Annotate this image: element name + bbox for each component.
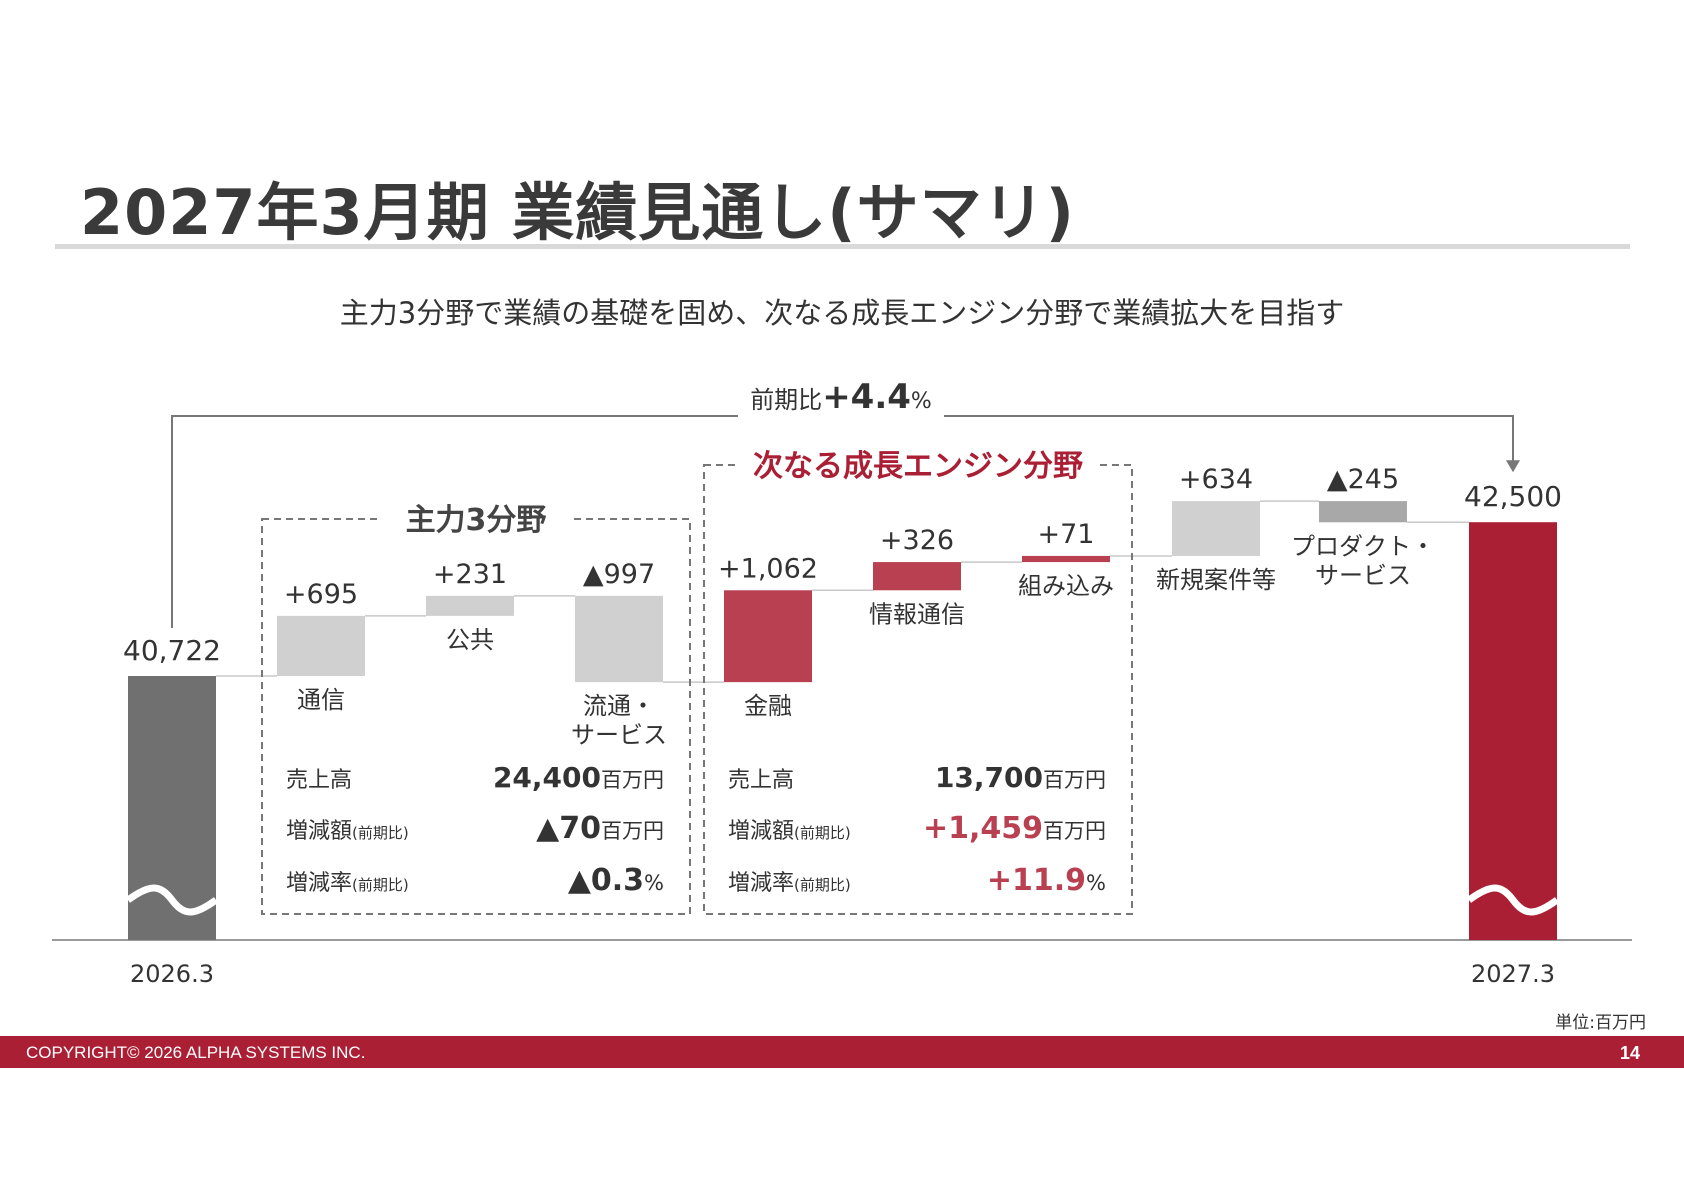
summary-row-label: 売上高: [286, 768, 352, 793]
summary-value: +1,459: [923, 811, 1043, 846]
group-title-mask: [738, 443, 1098, 487]
step-bar: [575, 595, 663, 683]
summary-value: 24,400: [493, 761, 601, 794]
footer-copyright: COPYRIGHT© 2026 ALPHA SYSTEMS INC.: [26, 1043, 366, 1062]
step-bar: [426, 595, 514, 616]
step-category-label: 組み込み: [1018, 572, 1114, 600]
summary-note: (前期比): [352, 824, 409, 842]
total-label-mask: [738, 376, 944, 424]
step-bar: [1172, 501, 1260, 556]
group-title-main3: 主力3分野: [406, 503, 547, 538]
start-period-label: 2026.3: [130, 960, 214, 988]
summary-note: (前期比): [352, 876, 409, 894]
step-bar: [1319, 501, 1407, 523]
step-category-label: プロダクト・サービス: [1291, 532, 1435, 589]
step-bar: [724, 590, 812, 683]
step-category-label: 情報通信: [869, 600, 965, 628]
group-box-main3: [261, 518, 691, 915]
step-value-label: +1,062: [718, 553, 818, 584]
step-value-label: ▲997: [583, 559, 655, 590]
summary-unit: 百万円: [601, 768, 664, 792]
page-number: 14: [1619, 1043, 1640, 1063]
total-bracket-arrowhead: [1506, 460, 1520, 473]
summary-value: ▲70: [536, 811, 601, 846]
summary-unit: 百万円: [601, 819, 664, 843]
end-value-label: 42,500: [1464, 480, 1562, 513]
summary-note: (前期比): [794, 824, 851, 842]
summary-unit: 百万円: [1043, 819, 1106, 843]
summary-value: +11.9: [987, 863, 1086, 898]
step-value-label: +71: [1038, 519, 1095, 550]
waterfall-chart: 40,722 2026.3 42,500 2027.3 +695 通信 +231 公共 ▲997…: [52, 376, 1632, 988]
step-value-label: +326: [880, 525, 954, 556]
start-value-label: 40,722: [123, 634, 221, 667]
summary-row-label: 売上高: [728, 768, 794, 793]
group-title-growth: 次なる成長エンジン分野: [753, 449, 1083, 484]
summary-unit: %: [644, 871, 664, 895]
step-category-label: 流通・サービス: [571, 692, 667, 749]
summary-row-label: 増減率(前期比): [286, 871, 409, 896]
summary-row-value: ▲0.3%: [568, 863, 664, 898]
summary-label: 増減額: [728, 819, 794, 844]
step-bar: [873, 562, 961, 591]
summary-row-label: 増減額(前期比): [286, 819, 409, 844]
summary-row-value: 24,400百万円: [493, 761, 664, 794]
summary-row-label: 増減額(前期比): [728, 819, 851, 844]
step-bar: [277, 615, 365, 676]
slide-subtitle: 主力3分野で業績の基礎を固め、次なる成長エンジン分野で業績拡大を目指す: [339, 296, 1345, 330]
summary-label: 増減率: [728, 871, 794, 896]
summary-note: (前期比): [794, 876, 851, 894]
total-change-prefix: 前期比: [750, 386, 822, 414]
step-bar: [1022, 555, 1110, 563]
step-category-label: 新規案件等: [1156, 566, 1276, 594]
summary-value: 13,700: [935, 761, 1043, 794]
summary-row-value: +11.9%: [987, 863, 1106, 898]
summary-label: 増減額: [286, 819, 352, 844]
group-box-growth: [703, 464, 1133, 915]
summary-unit: 百万円: [1043, 768, 1106, 792]
title-divider: [55, 244, 1630, 249]
step-value-label: +695: [284, 579, 358, 610]
end-period-label: 2027.3: [1471, 960, 1555, 988]
summary-value: ▲0.3: [568, 863, 644, 898]
group-title-mask: [378, 497, 574, 541]
summary-row-value: ▲70百万円: [536, 811, 664, 846]
end-bar: [1469, 522, 1557, 940]
footer-bar: [0, 1036, 1684, 1068]
end-bar-break: [1466, 884, 1560, 916]
summary-label: 売上高: [286, 768, 352, 793]
unit-note: 単位:百万円: [1555, 1013, 1646, 1033]
summary-label: 増減率: [286, 871, 352, 896]
summary-row-value: 13,700百万円: [935, 761, 1106, 794]
step-value-label: ▲245: [1327, 464, 1399, 495]
summary-label: 売上高: [728, 768, 794, 793]
step-value-label: +231: [433, 559, 507, 590]
total-change-value: +4.4: [822, 377, 911, 417]
step-category-label: 金融: [744, 692, 792, 720]
step-category-label: 通信: [297, 686, 345, 714]
total-change-unit: %: [911, 389, 932, 414]
start-bar-break: [125, 884, 219, 916]
step-value-label: +634: [1179, 464, 1253, 495]
total-change-label: 前期比+4.4%: [750, 377, 932, 417]
summary-row-value: +1,459百万円: [923, 811, 1106, 846]
summary-row-label: 増減率(前期比): [728, 871, 851, 896]
summary-unit: %: [1086, 871, 1106, 895]
slide-title: 2027年3月期 業績見通し(サマリ): [80, 176, 1075, 249]
step-category-label: 公共: [446, 626, 494, 654]
